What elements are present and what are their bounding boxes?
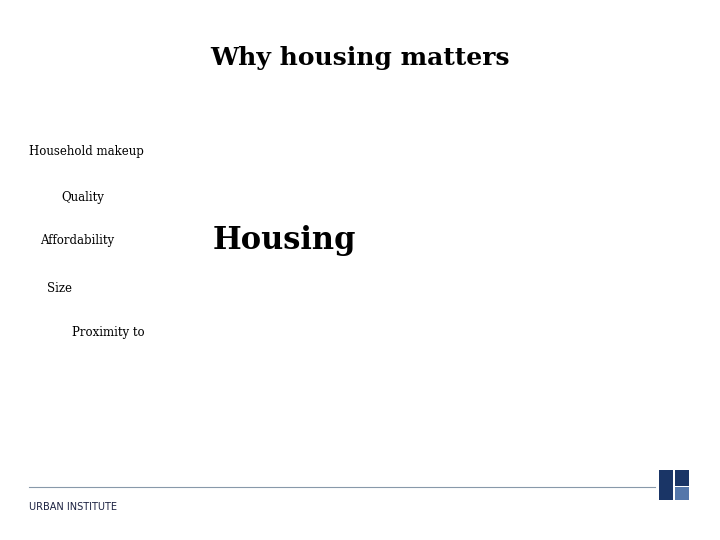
Text: Affordability: Affordability xyxy=(40,234,114,247)
Text: Why housing matters: Why housing matters xyxy=(210,46,510,70)
Text: Size: Size xyxy=(47,282,72,295)
Text: Quality: Quality xyxy=(61,191,104,204)
Text: Housing: Housing xyxy=(212,225,356,256)
Text: Proximity to: Proximity to xyxy=(72,326,145,339)
Text: Household makeup: Household makeup xyxy=(29,145,144,158)
Text: URBAN INSTITUTE: URBAN INSTITUTE xyxy=(29,502,117,511)
